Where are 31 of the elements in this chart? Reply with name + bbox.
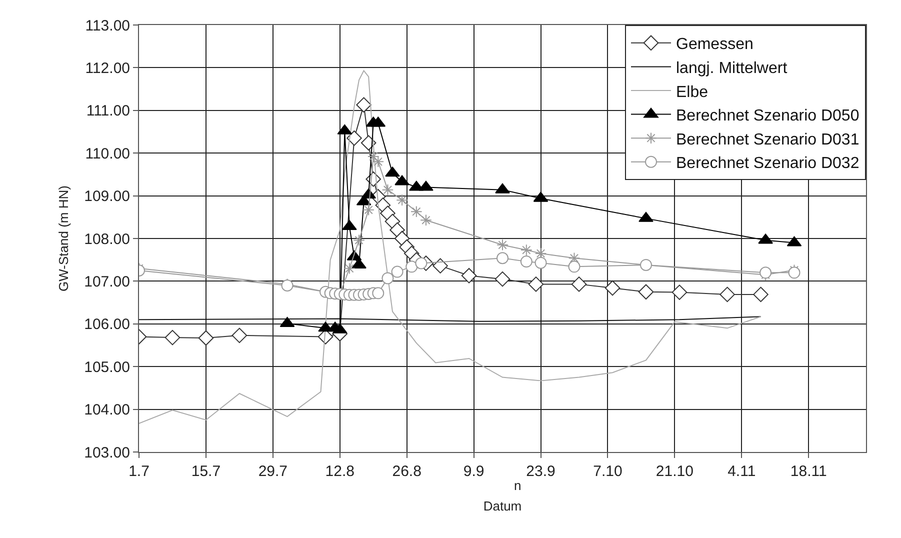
y-tick-label: 103.00 — [84, 444, 130, 462]
y-tick-label: 112.00 — [85, 60, 130, 77]
x-tick-label: 23.9 — [526, 463, 556, 480]
legend-label: Elbe — [676, 84, 708, 101]
x-tick-label: 4.11 — [728, 463, 756, 480]
x-tick-label: 12.8 — [325, 463, 354, 480]
x-tick-label: 15.7 — [191, 463, 221, 480]
y-tick-label: 105.00 — [84, 358, 130, 376]
text: n — [514, 478, 522, 493]
legend-label: langj. Mittelwert — [676, 60, 788, 77]
x-tick-label: 9.9 — [463, 463, 484, 480]
legend-label: Berechnet Szenario D032 — [676, 155, 860, 172]
y-tick-label: 107.00 — [84, 273, 130, 290]
x-tick-label: 26.8 — [392, 463, 422, 480]
legend-label: Berechnet Szenario D050 — [676, 108, 860, 125]
x-tick-label: 18.11 — [790, 463, 827, 480]
x-tick-label: 1.7 — [128, 463, 150, 480]
y-tick-label: 106.00 — [84, 316, 130, 334]
x-tick-label: 29.7 — [258, 463, 288, 480]
y-axis-title: GW-Stand (m HN) — [56, 186, 72, 292]
x-tick-label: 21.10 — [656, 463, 694, 480]
x-axis-title: Datum — [483, 498, 522, 514]
y-tick-label: 111.00 — [86, 102, 130, 120]
y-tick-label: 109.00 — [84, 188, 130, 206]
y-tick-label: 113.00 — [85, 17, 130, 34]
y-tick-label: 108.00 — [84, 230, 130, 248]
y-tick-label: 104.00 — [84, 402, 130, 419]
x-tick-label: 7.10 — [593, 463, 622, 480]
legend-label: Berechnet Szenario D031 — [676, 131, 860, 148]
y-tick-label: 110.00 — [85, 145, 130, 162]
legend-label: Gemessen — [676, 36, 754, 54]
